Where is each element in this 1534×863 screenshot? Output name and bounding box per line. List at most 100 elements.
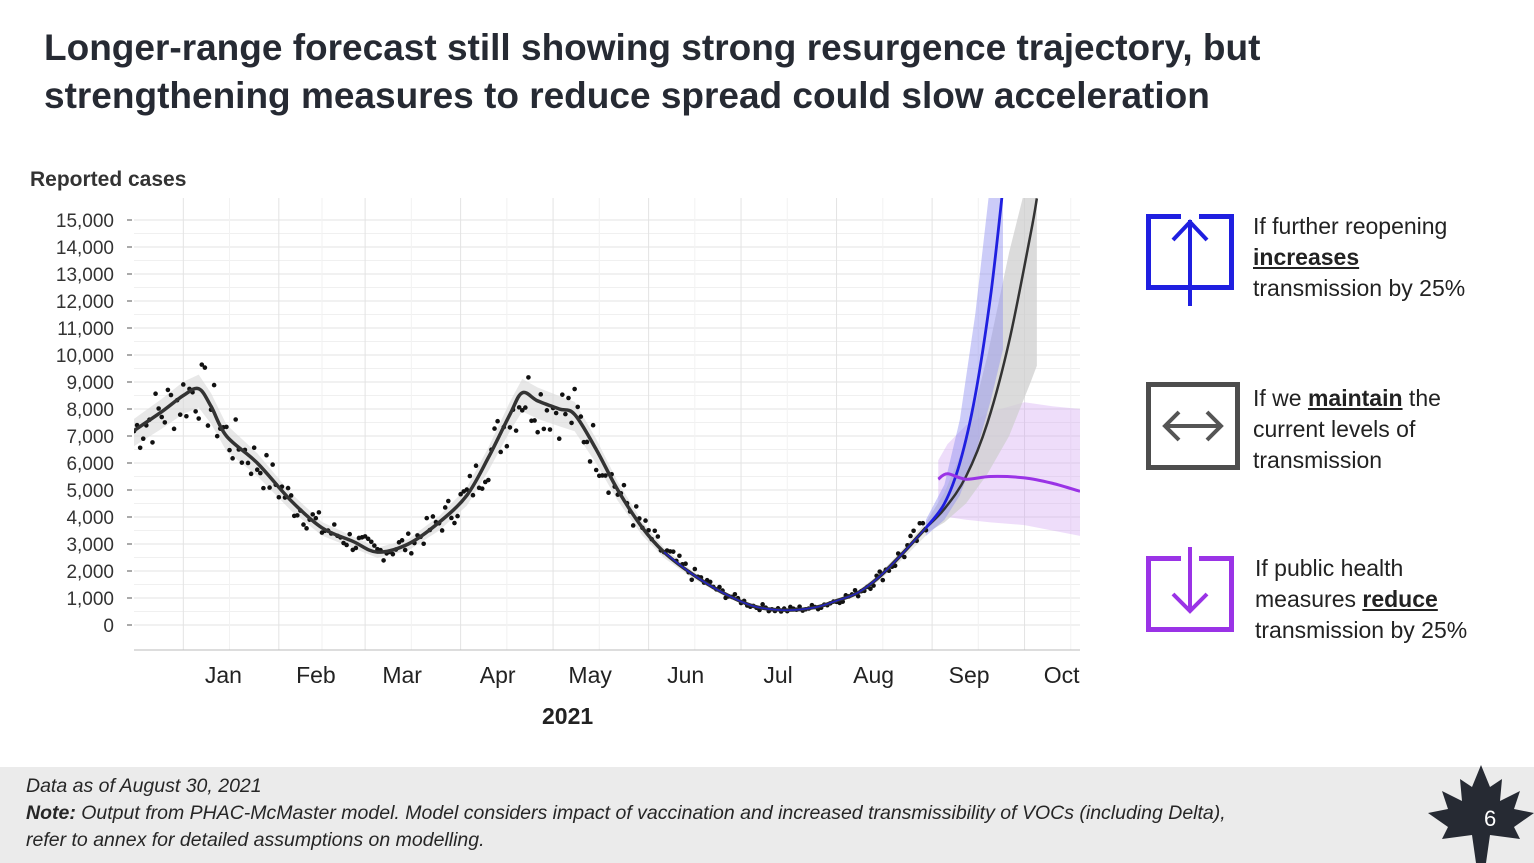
legend-increase-line-3: transmission by 25% <box>1253 275 1466 301</box>
observed-point <box>868 586 873 592</box>
observed-point <box>553 410 559 416</box>
observed-point <box>276 494 282 500</box>
observed-point <box>344 542 349 548</box>
observed-point <box>590 422 596 428</box>
observed-point <box>563 411 568 417</box>
y-tick-label: 0 <box>103 616 114 637</box>
maintain-line <box>925 198 1039 529</box>
observed-point <box>362 534 368 539</box>
observed-point <box>920 520 926 526</box>
observed-point <box>193 409 198 414</box>
x-tick-label: Jul <box>763 662 792 688</box>
observed-point <box>140 436 146 441</box>
observed-point <box>455 513 460 519</box>
observed-point <box>449 515 454 521</box>
observed-point <box>442 505 448 510</box>
observed-point <box>285 485 291 491</box>
observed-point <box>760 602 765 607</box>
footer-bar <box>0 767 1534 863</box>
observed-point <box>495 418 500 424</box>
footer-note-line-2: refer to annex for detailed assumptions … <box>26 829 485 851</box>
observed-point <box>877 569 883 574</box>
observed-point <box>470 492 476 498</box>
plot-area <box>134 198 1080 650</box>
x-tick-label: Aug <box>853 662 894 688</box>
observed-point <box>181 382 186 387</box>
observed-point <box>621 482 627 488</box>
observed-point <box>458 491 463 497</box>
observed-point <box>301 522 306 527</box>
observed-point <box>245 460 251 466</box>
y-tick-label: 11,000 <box>57 319 114 340</box>
observed-point <box>402 547 408 553</box>
observed-point <box>205 423 211 428</box>
observed-point <box>911 528 916 534</box>
y-tick-label: 5,000 <box>66 481 114 502</box>
observed-point <box>513 428 519 433</box>
observed-point <box>852 587 858 593</box>
x-tick-label: May <box>568 662 612 688</box>
y-tick-label: 1,000 <box>66 589 114 610</box>
x-axis-label: 2021 <box>542 703 594 729</box>
observed-point <box>196 416 202 421</box>
observed-point <box>606 490 611 496</box>
slide-title: Longer-range forecast still showing stro… <box>44 24 1484 120</box>
y-tick-label: 8,000 <box>66 400 114 421</box>
observed-point <box>446 498 451 504</box>
reduce-line <box>937 472 1080 493</box>
observed-point <box>331 522 337 527</box>
observed-point <box>519 408 525 413</box>
observed-point <box>313 515 319 521</box>
legend-increase-bold: increases <box>1253 244 1360 270</box>
observed-point <box>137 445 143 451</box>
x-tick-label: Apr <box>480 662 516 688</box>
observed-point <box>646 527 651 533</box>
legend-reduce-line-1: If public health <box>1255 555 1404 581</box>
y-tick-label: 6,000 <box>66 454 114 475</box>
y-tick-label: 4,000 <box>66 508 114 529</box>
observed-point <box>507 425 513 430</box>
plot-series <box>134 198 1080 614</box>
observed-point <box>569 420 574 426</box>
observed-point <box>532 418 537 423</box>
observed-point <box>902 554 907 560</box>
observed-point <box>541 426 547 432</box>
x-tick-label: Jan <box>205 662 242 688</box>
y-tick-label: 7,000 <box>66 427 114 448</box>
observed-point <box>643 518 648 523</box>
x-tick-label: Feb <box>296 662 336 688</box>
observed-point <box>692 566 698 572</box>
legend-maintain-line-3: transmission <box>1253 447 1383 473</box>
observed-point <box>288 493 294 498</box>
y-tick-label: 13,000 <box>56 265 114 286</box>
observed-point <box>316 510 322 515</box>
observed-point <box>153 391 158 397</box>
observed-point <box>908 533 913 539</box>
observed-point <box>486 477 491 483</box>
arrow-down-icon <box>1146 547 1234 632</box>
observed-point <box>544 408 550 413</box>
observed-point <box>258 470 263 476</box>
y-tick-label: 9,000 <box>66 373 114 394</box>
observed-point <box>572 386 577 392</box>
legend-maintain-line-2: current levels of <box>1253 416 1416 442</box>
legend-maintain-bold: maintain <box>1307 385 1403 411</box>
y-tick-label: 12,000 <box>56 292 114 313</box>
observed-point <box>670 549 676 554</box>
legend-maintain-pre: If we <box>1253 385 1308 411</box>
observed-point <box>880 577 886 583</box>
observed-point <box>467 473 473 479</box>
observed-point <box>381 558 386 563</box>
footer-note-text: Output from PHAC-McMaster model. Model c… <box>75 802 1226 824</box>
observed-point <box>310 512 316 517</box>
slide-title-line-2: strengthening measures to reduce spread … <box>44 75 1210 116</box>
observed-point <box>421 541 426 547</box>
observed-point <box>365 536 371 542</box>
observed-point <box>304 526 309 531</box>
x-tick-label: Sep <box>949 662 990 688</box>
observed-point <box>504 443 510 449</box>
y-tick-label: 10,000 <box>56 346 114 367</box>
scenario-band-2 <box>925 198 1003 536</box>
observed-point <box>516 405 522 410</box>
observed-point <box>202 365 208 370</box>
